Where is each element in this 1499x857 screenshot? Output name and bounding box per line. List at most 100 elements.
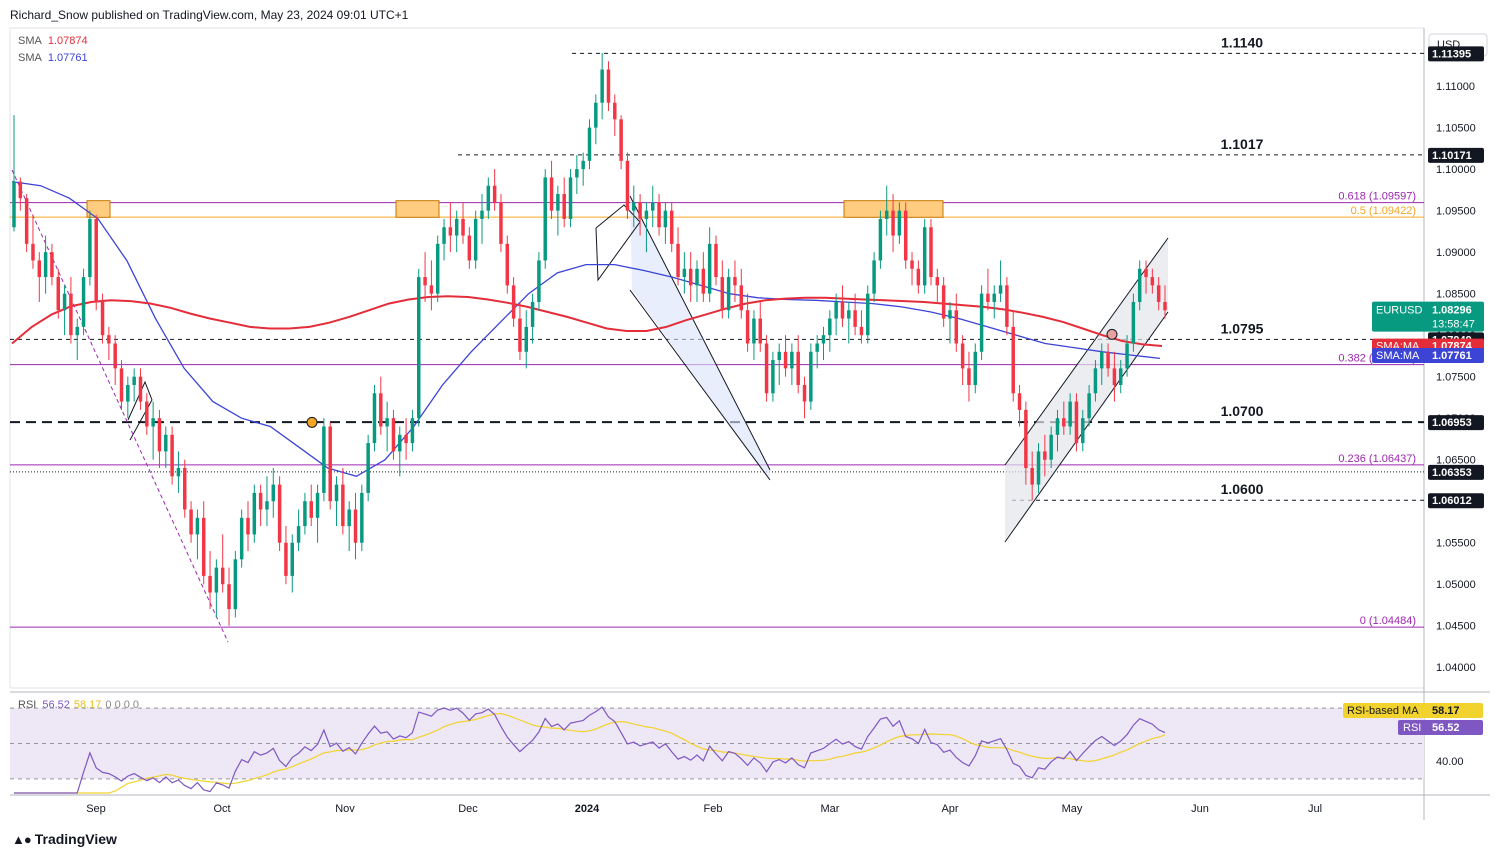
price-badge [1428, 464, 1484, 480]
candle-body [613, 102, 617, 120]
candle-body [505, 243, 510, 286]
candle-body [764, 343, 769, 394]
y-tick-label: 1.08500 [1436, 289, 1476, 301]
price-badge-value: 1.07761 [1432, 350, 1472, 362]
candle-body [556, 194, 560, 211]
candle-body [1024, 409, 1028, 468]
candle-body [632, 202, 636, 211]
candle-body [214, 567, 219, 593]
candle-body [973, 351, 978, 385]
candle-body [910, 260, 914, 269]
candle-body [606, 69, 611, 103]
candle-body [657, 202, 661, 228]
candle-body [100, 301, 105, 336]
candle-body [891, 210, 895, 236]
candle-body [625, 160, 630, 211]
candle-body [398, 434, 402, 452]
x-tick-label: Apr [941, 803, 958, 815]
candle-body [372, 393, 377, 444]
key-level-label: 1.1017 [1221, 136, 1264, 152]
key-level-label: 1.0700 [1221, 403, 1264, 419]
candle-body [37, 260, 42, 278]
candle-body [1125, 343, 1129, 369]
x-tick-label: Mar [821, 803, 840, 815]
candle-body [417, 277, 421, 419]
candle-body [853, 310, 857, 327]
descending-channel-fill [630, 196, 770, 480]
candle-body [897, 210, 902, 236]
x-tick-label: Sep [86, 803, 106, 815]
candle-body [796, 351, 800, 385]
rsi-badge [1398, 720, 1483, 735]
candle-body [461, 218, 465, 236]
candle-body [714, 243, 718, 278]
price-badge [1428, 147, 1484, 163]
candle-body [663, 210, 668, 228]
candle-body [581, 160, 585, 170]
candle-body [492, 185, 497, 203]
candle-body [176, 468, 181, 477]
candle-body [651, 202, 655, 211]
candle-body [410, 418, 415, 444]
tradingview-logo[interactable]: ▲● TradingView [12, 831, 117, 847]
fib-trendline [11, 169, 229, 643]
candle-body [935, 277, 940, 286]
candle-body [227, 584, 231, 610]
candle-body [442, 227, 446, 244]
candle-body [18, 181, 23, 199]
candle-body [701, 268, 706, 294]
candle-body [998, 285, 1003, 294]
candle-body [771, 360, 775, 394]
candle-body [189, 509, 193, 535]
candle-body [524, 326, 528, 352]
candle-body [246, 517, 250, 535]
candle-body [815, 343, 819, 352]
y-tick-label: 1.07500 [1436, 372, 1476, 384]
candle-body [435, 243, 440, 294]
candle-body [1062, 418, 1066, 427]
candle-body [758, 318, 762, 344]
candle-body [1011, 326, 1015, 394]
candle-body [391, 418, 396, 452]
candle-body [467, 235, 472, 261]
rsi-ma-badge-label: RSI-based MA [1347, 705, 1419, 717]
candle-body [1137, 268, 1142, 302]
candle-body [107, 335, 111, 344]
candle-body [138, 376, 143, 402]
candle-body [252, 492, 257, 535]
candle-body [157, 418, 162, 452]
candle-body [777, 351, 781, 361]
candle-body [802, 384, 807, 402]
ascending-channel-lower [1004, 311, 1169, 543]
candle-body [575, 169, 579, 178]
key-level-label: 1.0795 [1221, 320, 1264, 336]
tradingview-brand: TradingView [34, 831, 117, 847]
candle-body [669, 210, 674, 244]
y-tick-label: 1.04000 [1436, 662, 1476, 674]
rsi-legend-label: RSI [18, 699, 37, 711]
candle-body [145, 401, 149, 427]
candle-body [315, 492, 320, 518]
price-badge [1428, 46, 1484, 62]
candle-body [967, 368, 971, 385]
candle-body [809, 351, 813, 402]
candle-body [1106, 351, 1110, 369]
candle-body [265, 501, 269, 510]
y-tick-label: 1.09000 [1436, 247, 1476, 259]
candle-body [587, 127, 592, 161]
resistance-zone-box [395, 200, 440, 218]
candle-body [840, 301, 845, 319]
y-tick-label: 1.10500 [1436, 123, 1476, 135]
candle-body [828, 318, 832, 336]
candle-body [783, 351, 788, 369]
candle-body [448, 227, 453, 236]
rsi-ma-badge [1343, 703, 1483, 718]
y-tick-label: 1.09500 [1436, 206, 1476, 218]
candle-body [847, 310, 851, 319]
x-tick-label: Jun [1191, 803, 1209, 815]
candle-body [859, 326, 864, 336]
candle-body [1068, 401, 1072, 427]
price-badge-symbol: SMA:MA [1376, 350, 1420, 362]
candle-body [233, 559, 238, 610]
